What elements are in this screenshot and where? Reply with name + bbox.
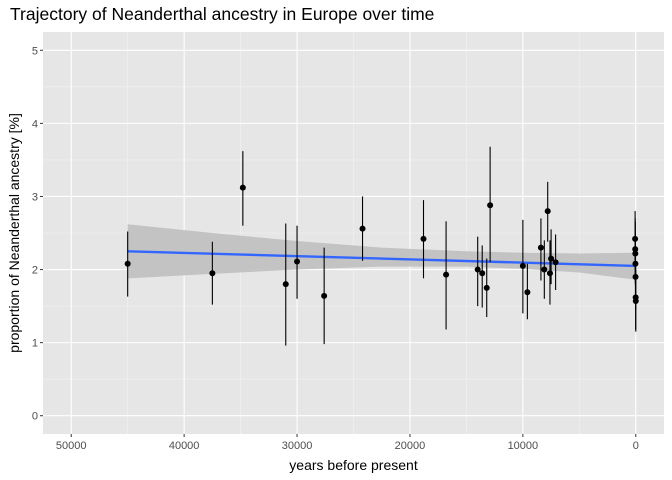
data-point: [632, 260, 639, 267]
data-point: [632, 235, 639, 242]
data-point: [294, 258, 301, 265]
y-tick-label: 4: [32, 118, 38, 130]
x-tick-label: 40000: [169, 440, 200, 452]
data-point: [548, 255, 555, 262]
data-point: [546, 270, 553, 277]
data-point: [420, 235, 427, 242]
y-axis-ticks: 0 1 2 3 4 5: [32, 45, 43, 423]
data-point: [359, 225, 366, 232]
data-point: [632, 273, 639, 280]
y-axis-title: proportion of Neanderthal ancestry [%]: [6, 113, 22, 353]
data-point: [239, 184, 246, 191]
y-tick-label: 5: [32, 45, 38, 57]
data-points: [124, 184, 639, 304]
data-point: [519, 262, 526, 269]
data-point: [479, 270, 486, 277]
data-point: [524, 289, 531, 296]
x-tick-label: 30000: [282, 440, 313, 452]
data-point: [632, 250, 639, 257]
data-point: [552, 259, 559, 266]
x-tick-label: 10000: [508, 440, 539, 452]
data-point: [483, 284, 490, 291]
data-point: [544, 208, 551, 215]
x-tick-label: 0: [633, 440, 639, 452]
confidence-band: [127, 224, 636, 280]
y-tick-label: 3: [32, 191, 38, 203]
data-point: [443, 271, 450, 278]
data-point: [124, 260, 131, 267]
data-point: [474, 266, 481, 273]
data-point: [632, 246, 639, 253]
y-tick-label: 1: [32, 338, 38, 350]
data-point: [541, 266, 548, 273]
data-point: [632, 297, 639, 304]
data-point: [321, 292, 328, 299]
chart-title: Trajectory of Neanderthal ancestry in Eu…: [10, 4, 435, 24]
y-tick-label: 2: [32, 265, 38, 277]
data-point: [537, 244, 544, 251]
y-tick-label: 0: [32, 411, 38, 423]
data-point: [487, 202, 494, 209]
x-axis-title: years before present: [289, 457, 418, 473]
x-axis-ticks: 50000 40000 30000 20000 10000 0: [56, 434, 639, 452]
data-point: [282, 281, 289, 288]
data-point: [209, 270, 216, 277]
x-tick-label: 20000: [395, 440, 426, 452]
x-tick-label: 50000: [56, 440, 87, 452]
